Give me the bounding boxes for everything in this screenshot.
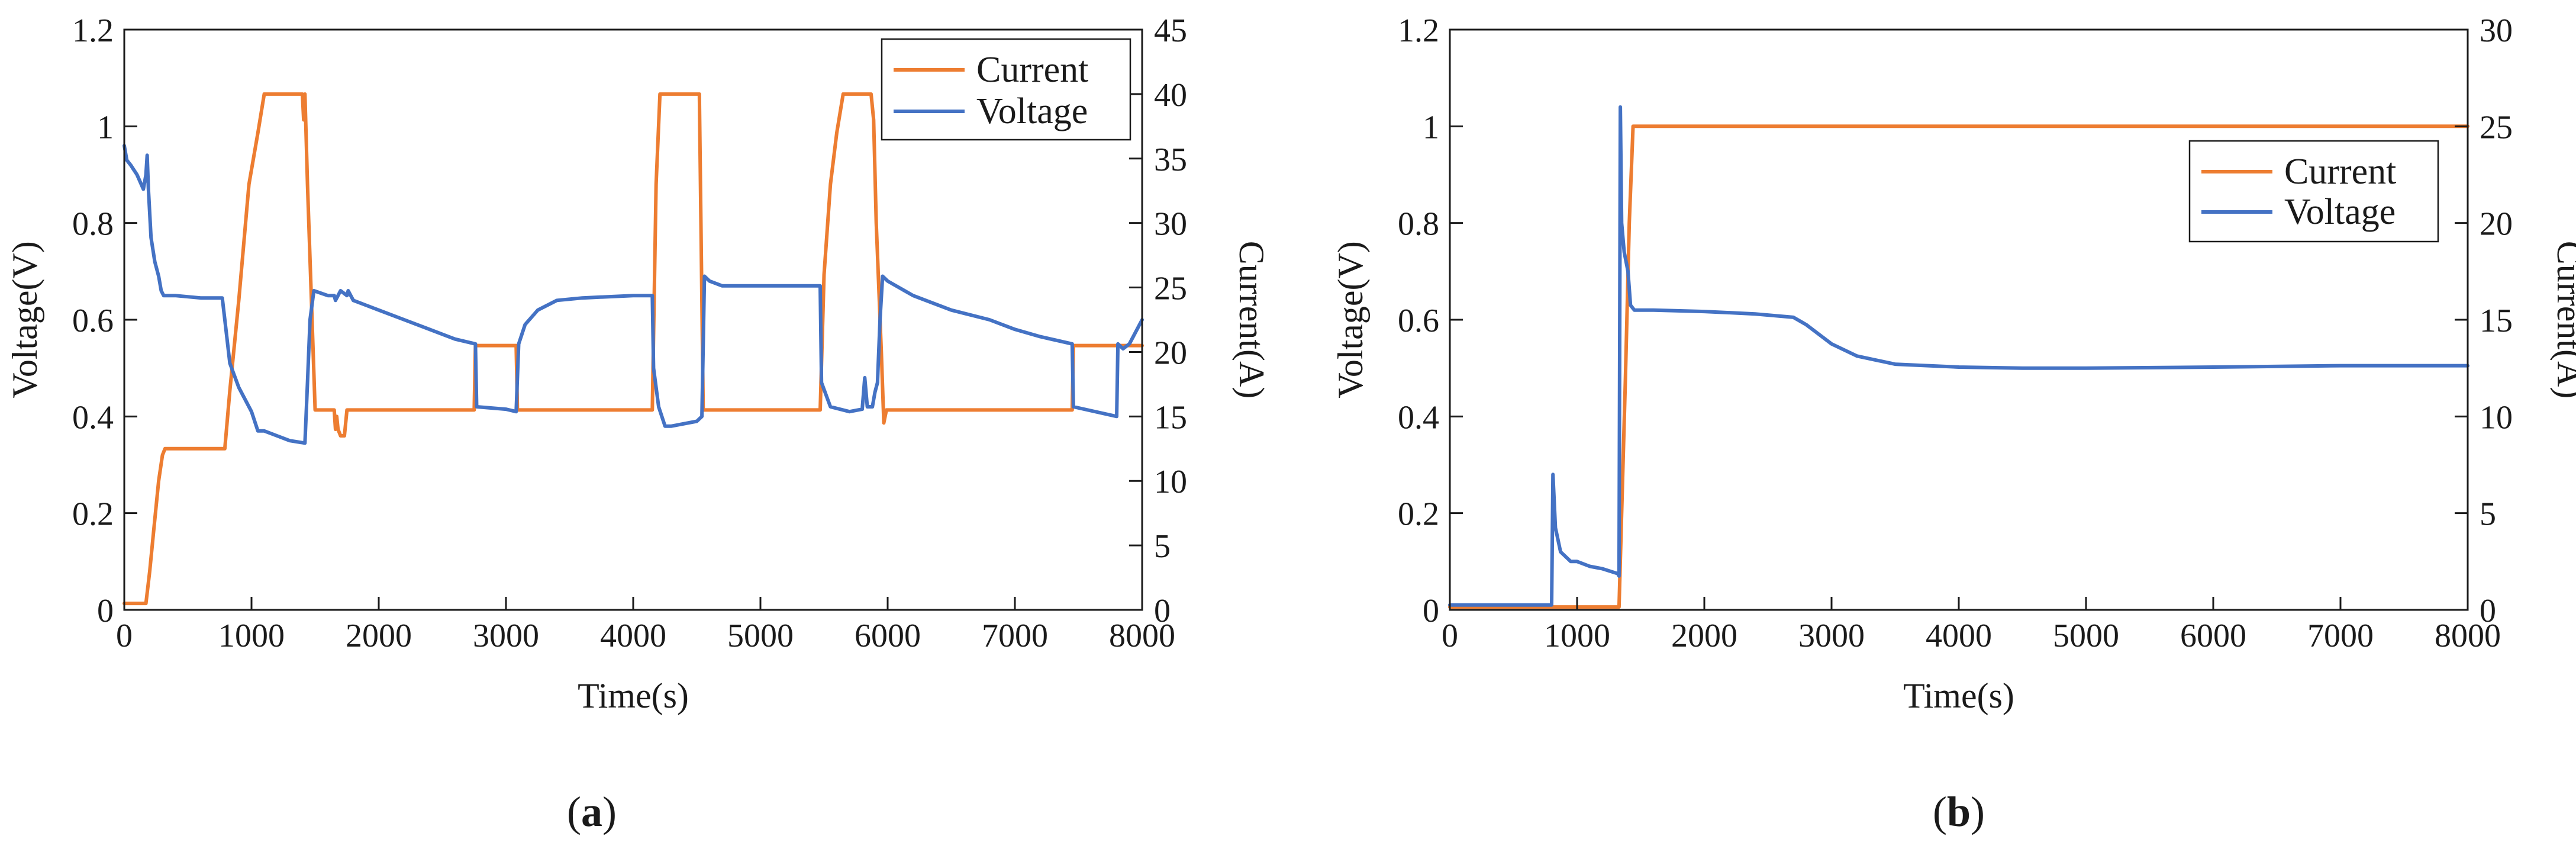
panel-a-xtick-label: 7000 (982, 618, 1048, 654)
panel-b-series-voltage-line (1448, 105, 2469, 607)
panel-b-ytick-right-label: 15 (2480, 303, 2513, 339)
panel-a-series-layer (122, 92, 1144, 606)
panel-a: 0 1000 2000 3000 4000 5000 6000 7000 800000.20.4… (5, 12, 1271, 835)
panel-b-ytick-left-label: 1.2 (1398, 12, 1439, 49)
panel-b-label-letter: b (1947, 788, 1971, 835)
panel-b-xtick-label: 6000 (2180, 618, 2246, 654)
panel-a-series-current-line (122, 92, 1144, 606)
panel-a-label-letter: a (581, 788, 602, 835)
panel-b-label: (b) (1933, 788, 1985, 835)
panel-b-ytick-left-label: 0.4 (1398, 399, 1439, 436)
panel-b-xtick-label: 3000 (1798, 618, 1865, 654)
panel-a-ytick-right-label: 45 (1154, 12, 1187, 49)
panel-a-xtick-label: 8000 (1109, 618, 1175, 654)
panel-a-series-voltage-line (122, 144, 1144, 445)
panel-a-xlabel: Time(s) (578, 676, 689, 715)
panel-a-xtick-label: 6000 (855, 618, 921, 654)
panel-b-ytick-right-label: 10 (2480, 399, 2513, 436)
panel-a-label: (a) (567, 788, 617, 835)
panel-a-ytick-right-label: 5 (1154, 528, 1171, 565)
panel-b-legend: Current Voltage (2188, 140, 2439, 243)
panel-a-xtick-label: 0 (116, 618, 133, 654)
panel-a-legend-box (881, 38, 1131, 141)
panel-a-ytick-left-label: 0.2 (72, 496, 114, 533)
panel-b-ytick-left-label: 0.8 (1398, 206, 1439, 243)
panel-b-legend-box (2188, 140, 2439, 243)
panel-b-ytick-right-label: 20 (2480, 206, 2513, 243)
panel-a-xtick-label: 1000 (218, 618, 285, 654)
panel-b-xtick-label: 1000 (1544, 618, 1610, 654)
panel-a-ytick-left-label: 0 (97, 593, 114, 629)
panel-b-series-layer (1448, 105, 2469, 609)
panel-b-xtick-label: 5000 (2053, 618, 2119, 654)
panel-a-ytick-left-label: 0.6 (72, 303, 114, 339)
panel-b-ytick-right-label: 0 (2480, 593, 2496, 629)
panel-b-legend-voltage-label: Voltage (2284, 192, 2396, 232)
panel-b-ylabel-right: Current(A) (2550, 241, 2576, 399)
panel-a-ytick-right-label: 30 (1154, 206, 1187, 243)
panel-a-xtick-label: 4000 (600, 618, 666, 654)
panel-a-ytick-left-label: 1 (97, 109, 114, 146)
panel-b-ticks: 0 1000 2000 3000 4000 5000 6000 7000 800000.20.4… (1398, 12, 2513, 654)
panel-b-xtick-label: 7000 (2307, 618, 2374, 654)
panel-b-xtick-label: 0 (1442, 618, 1458, 654)
panel-a-ticks: 0 1000 2000 3000 4000 5000 6000 7000 800000.20.4… (72, 12, 1187, 654)
panel-a-ytick-left-label: 0.4 (72, 399, 114, 436)
panel-b-ytick-right-label: 25 (2480, 109, 2513, 146)
panel-b-ytick-left-label: 0.6 (1398, 303, 1439, 339)
panel-a-xtick-label: 2000 (346, 618, 412, 654)
panel-b-ytick-left-label: 0.2 (1398, 496, 1439, 533)
panel-b-ytick-left-label: 1 (1423, 109, 1439, 146)
panel-a-ytick-right-label: 0 (1154, 593, 1171, 629)
panel-a-xtick-label: 3000 (473, 618, 539, 654)
panel-a-xtick-label: 5000 (727, 618, 794, 654)
panel-a-legend-voltage-label: Voltage (976, 91, 1088, 131)
panel-b-xtick-label: 8000 (2435, 618, 2501, 654)
panel-a-ytick-left-label: 0.8 (72, 206, 114, 243)
panel-a-ytick-right-label: 25 (1154, 271, 1187, 307)
panel-a-legend-current-label: Current (976, 50, 1088, 90)
panel-a-ytick-right-label: 40 (1154, 77, 1187, 114)
panel-b-legend-current-label: Current (2284, 152, 2396, 192)
panel-a-ytick-left-label: 1.2 (72, 12, 114, 49)
panel-b-ytick-right-label: 30 (2480, 12, 2513, 49)
panel-a-ytick-right-label: 20 (1154, 335, 1187, 371)
panel-a-legend: Current Voltage (881, 38, 1131, 141)
panel-b-plot-frame (1449, 28, 2469, 611)
panel-a-ylabel-right: Current(A) (1232, 241, 1271, 399)
panel-b-series-current-line (1448, 124, 2469, 609)
panel-a-ylabel-left: Voltage(V) (5, 241, 44, 398)
panel-b-xlabel: Time(s) (1903, 676, 2014, 715)
panel-b-xtick-label: 2000 (1671, 618, 1737, 654)
panel-a-ytick-right-label: 35 (1154, 142, 1187, 178)
panel-a-ytick-right-label: 10 (1154, 464, 1187, 500)
panel-b: 0 1000 2000 3000 4000 5000 6000 7000 800000.20.4… (1331, 12, 2576, 835)
panel-b-ytick-left-label: 0 (1423, 593, 1439, 629)
panel-a-ytick-right-label: 15 (1154, 399, 1187, 436)
panel-b-xtick-label: 4000 (1926, 618, 1992, 654)
panel-b-ytick-right-label: 5 (2480, 496, 2496, 533)
panel-b-ylabel-left: Voltage(V) (1331, 241, 1370, 398)
